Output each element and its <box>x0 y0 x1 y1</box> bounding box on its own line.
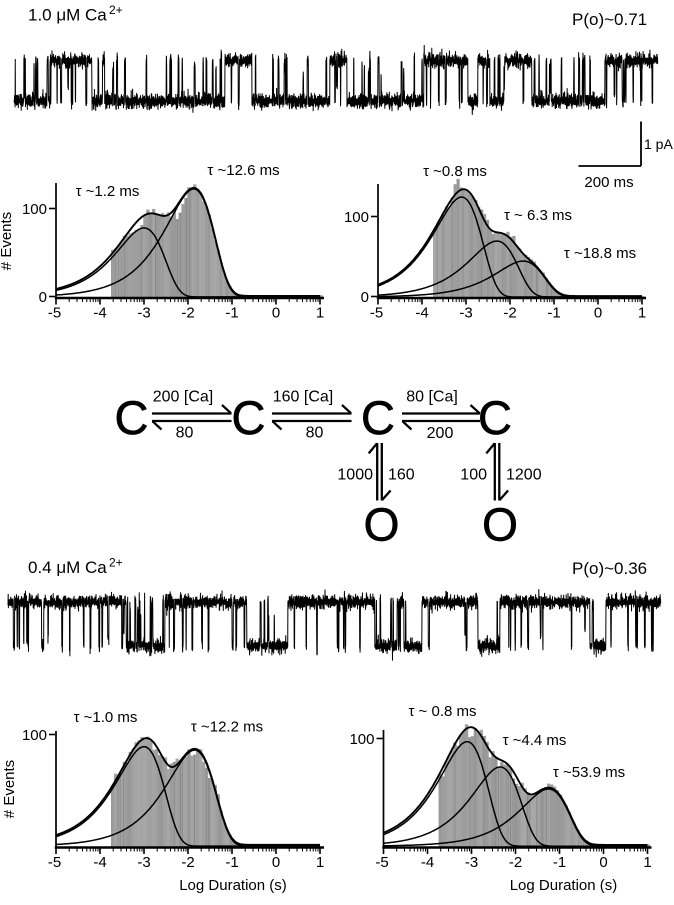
svg-text:-5: -5 <box>375 854 388 871</box>
svg-text:1: 1 <box>638 305 646 322</box>
svg-text:τ ~ 6.3 ms: τ ~ 6.3 ms <box>504 207 572 224</box>
svg-text:τ ~ 0.8 ms: τ ~ 0.8 ms <box>408 703 476 720</box>
svg-text:100: 100 <box>460 467 487 484</box>
svg-text:1.0 μM Ca: 1.0 μM Ca <box>28 6 107 25</box>
svg-text:P(o)~0.36: P(o)~0.36 <box>572 559 647 578</box>
svg-text:100: 100 <box>22 727 47 744</box>
svg-text:0: 0 <box>361 289 369 306</box>
svg-text:1: 1 <box>316 854 324 871</box>
svg-text:-3: -3 <box>459 305 472 322</box>
svg-text:-1: -1 <box>547 305 560 322</box>
svg-text:O: O <box>364 499 400 551</box>
svg-text:τ ~12.6 ms: τ ~12.6 ms <box>207 162 279 179</box>
svg-text:-3: -3 <box>137 854 150 871</box>
svg-text:O: O <box>482 499 518 551</box>
svg-text:-2: -2 <box>181 854 194 871</box>
svg-text:1 pA: 1 pA <box>644 136 673 152</box>
svg-text:100: 100 <box>344 209 369 226</box>
svg-text:100: 100 <box>22 201 47 218</box>
svg-text:0: 0 <box>39 289 47 306</box>
svg-text:160 [Ca]: 160 [Ca] <box>273 389 333 406</box>
svg-text:0: 0 <box>272 854 280 871</box>
svg-text:0: 0 <box>594 305 602 322</box>
svg-text:-4: -4 <box>415 305 428 322</box>
svg-text:1: 1 <box>316 305 324 322</box>
svg-text:0: 0 <box>599 854 607 871</box>
svg-text:τ ~53.9 ms: τ ~53.9 ms <box>553 764 625 781</box>
svg-text:1000: 1000 <box>337 467 373 484</box>
svg-text:C: C <box>232 391 266 444</box>
svg-text:2+: 2+ <box>109 556 123 570</box>
svg-text:τ ~4.4 ms: τ ~4.4 ms <box>503 732 567 749</box>
svg-text:0: 0 <box>272 305 280 322</box>
svg-text:-5: -5 <box>48 305 61 322</box>
svg-text:τ ~0.8 ms: τ ~0.8 ms <box>423 163 487 180</box>
svg-text:-4: -4 <box>93 854 106 871</box>
svg-text:-2: -2 <box>181 305 194 322</box>
svg-text:τ ~1.0 ms: τ ~1.0 ms <box>74 709 138 726</box>
svg-text:200: 200 <box>427 425 454 442</box>
svg-text:-4: -4 <box>421 854 434 871</box>
svg-text:-3: -3 <box>465 854 478 871</box>
svg-text:-2: -2 <box>509 854 522 871</box>
svg-text:-2: -2 <box>503 305 516 322</box>
svg-text:# Events: # Events <box>1 760 18 818</box>
svg-text:100: 100 <box>349 731 374 748</box>
svg-text:200 [Ca]: 200 [Ca] <box>153 389 213 406</box>
svg-text:-1: -1 <box>553 854 566 871</box>
svg-text:Log Duration (s): Log Duration (s) <box>510 877 618 894</box>
svg-text:200 ms: 200 ms <box>584 174 633 191</box>
svg-text:2+: 2+ <box>109 3 123 17</box>
svg-text:1200: 1200 <box>506 467 542 484</box>
svg-text:80 [Ca]: 80 [Ca] <box>406 389 458 406</box>
svg-text:-5: -5 <box>48 854 61 871</box>
svg-text:τ ~12.2 ms: τ ~12.2 ms <box>191 719 263 736</box>
svg-text:-1: -1 <box>225 305 238 322</box>
svg-text:τ ~18.8 ms: τ ~18.8 ms <box>564 245 636 262</box>
svg-text:C: C <box>478 391 512 444</box>
svg-text:τ ~1.2 ms: τ ~1.2 ms <box>76 183 140 200</box>
svg-text:C: C <box>115 391 149 444</box>
svg-text:-4: -4 <box>93 305 106 322</box>
svg-text:-1: -1 <box>225 854 238 871</box>
svg-text:0.4 μM Ca: 0.4 μM Ca <box>28 558 107 577</box>
svg-text:80: 80 <box>176 425 194 442</box>
svg-text:1: 1 <box>643 854 651 871</box>
svg-text:# Events: # Events <box>0 212 15 270</box>
svg-text:C: C <box>361 391 395 444</box>
svg-text:Log Duration (s): Log Duration (s) <box>179 877 287 894</box>
svg-text:80: 80 <box>306 425 324 442</box>
svg-text:160: 160 <box>388 467 415 484</box>
svg-text:-5: -5 <box>370 305 383 322</box>
svg-text:-3: -3 <box>137 305 150 322</box>
svg-text:P(o)~0.71: P(o)~0.71 <box>572 10 647 29</box>
